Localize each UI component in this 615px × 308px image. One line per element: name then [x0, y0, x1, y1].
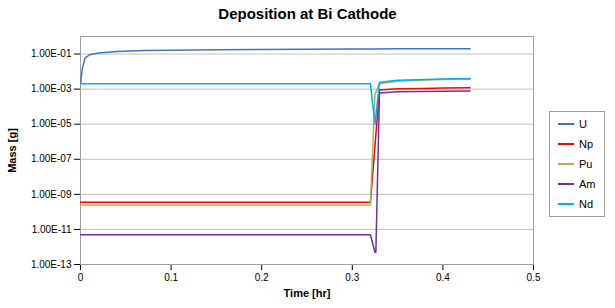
svg-text:0.2: 0.2: [255, 272, 269, 283]
svg-text:1.00E-13: 1.00E-13: [31, 259, 72, 270]
svg-text:0.5: 0.5: [527, 272, 541, 283]
svg-text:1.00E-01: 1.00E-01: [31, 48, 72, 59]
svg-text:0: 0: [78, 272, 84, 283]
svg-text:0.4: 0.4: [436, 272, 450, 283]
svg-text:Mass [g]: Mass [g]: [6, 128, 18, 173]
svg-text:1.00E-05: 1.00E-05: [31, 118, 72, 129]
html-text:Np: Np: [579, 138, 594, 150]
svg-text:0.1: 0.1: [164, 272, 178, 283]
svg-text:1.00E-03: 1.00E-03: [31, 83, 72, 94]
svg-text:1.00E-07: 1.00E-07: [31, 153, 72, 164]
svg-text:Time [hr]: Time [hr]: [284, 287, 331, 299]
html-text:Am: Am: [579, 178, 596, 190]
svg-text:1.00E-09: 1.00E-09: [31, 189, 72, 200]
html-text:Deposition at Bi Cathode: Deposition at Bi Cathode: [218, 5, 397, 22]
html-text:U: U: [579, 118, 587, 130]
svg-text:0.3: 0.3: [345, 272, 359, 283]
html-text:Pu: Pu: [579, 158, 593, 170]
html-text:Nd: Nd: [579, 198, 594, 210]
svg-text:1.00E-11: 1.00E-11: [32, 224, 72, 235]
